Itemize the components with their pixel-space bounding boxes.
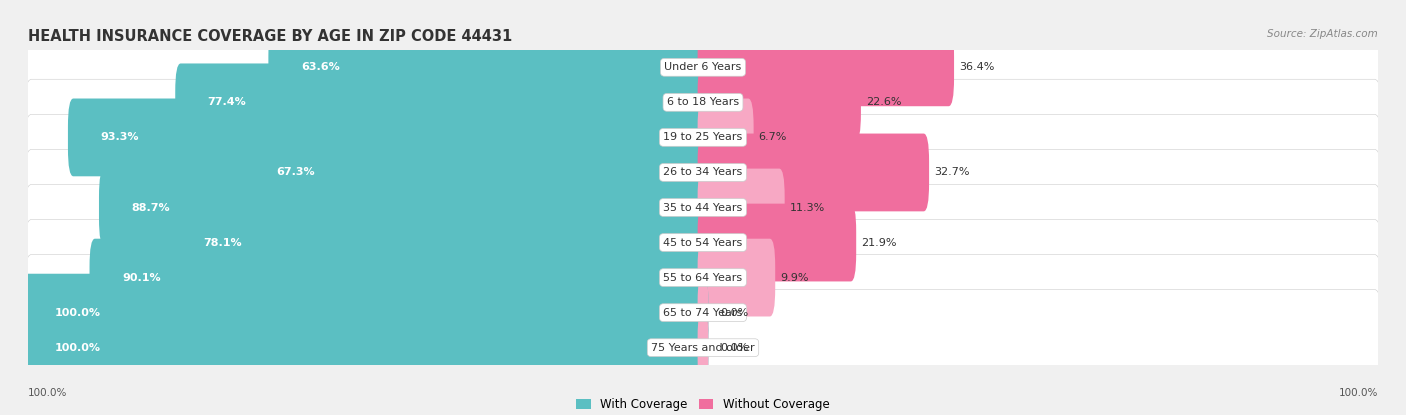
FancyBboxPatch shape	[24, 9, 1382, 125]
FancyBboxPatch shape	[24, 290, 1382, 406]
FancyBboxPatch shape	[697, 98, 754, 176]
FancyBboxPatch shape	[22, 309, 709, 387]
FancyBboxPatch shape	[67, 98, 709, 176]
FancyBboxPatch shape	[697, 204, 856, 281]
FancyBboxPatch shape	[24, 220, 1382, 336]
FancyBboxPatch shape	[697, 134, 929, 211]
Text: 6 to 18 Years: 6 to 18 Years	[666, 98, 740, 107]
Text: 67.3%: 67.3%	[276, 168, 315, 178]
FancyBboxPatch shape	[697, 63, 860, 141]
Legend: With Coverage, Without Coverage: With Coverage, Without Coverage	[572, 393, 834, 415]
Text: 100.0%: 100.0%	[55, 343, 101, 353]
Text: 78.1%: 78.1%	[202, 237, 242, 247]
FancyBboxPatch shape	[176, 63, 709, 141]
FancyBboxPatch shape	[269, 28, 709, 106]
Text: 35 to 44 Years: 35 to 44 Years	[664, 203, 742, 212]
Text: 75 Years and older: 75 Years and older	[651, 343, 755, 353]
FancyBboxPatch shape	[24, 114, 1382, 231]
FancyBboxPatch shape	[24, 44, 1382, 161]
FancyBboxPatch shape	[24, 254, 1382, 371]
Text: 32.7%: 32.7%	[934, 168, 969, 178]
Text: 11.3%: 11.3%	[789, 203, 825, 212]
Text: 77.4%: 77.4%	[208, 98, 246, 107]
Text: 100.0%: 100.0%	[55, 308, 101, 317]
FancyBboxPatch shape	[24, 79, 1382, 195]
Text: 22.6%: 22.6%	[866, 98, 901, 107]
Text: 93.3%: 93.3%	[100, 132, 139, 142]
FancyBboxPatch shape	[697, 274, 709, 352]
Text: 0.0%: 0.0%	[720, 343, 748, 353]
Text: 26 to 34 Years: 26 to 34 Years	[664, 168, 742, 178]
FancyBboxPatch shape	[24, 184, 1382, 301]
FancyBboxPatch shape	[697, 309, 709, 387]
FancyBboxPatch shape	[170, 204, 709, 281]
Text: 9.9%: 9.9%	[780, 273, 808, 283]
Text: 6.7%: 6.7%	[758, 132, 787, 142]
FancyBboxPatch shape	[697, 239, 775, 317]
Text: 88.7%: 88.7%	[131, 203, 170, 212]
Text: 90.1%: 90.1%	[122, 273, 160, 283]
Text: 100.0%: 100.0%	[28, 388, 67, 398]
Text: HEALTH INSURANCE COVERAGE BY AGE IN ZIP CODE 44431: HEALTH INSURANCE COVERAGE BY AGE IN ZIP …	[28, 29, 512, 44]
Text: 0.0%: 0.0%	[720, 308, 748, 317]
FancyBboxPatch shape	[697, 168, 785, 247]
Text: 65 to 74 Years: 65 to 74 Years	[664, 308, 742, 317]
Text: 63.6%: 63.6%	[301, 62, 339, 72]
Text: 36.4%: 36.4%	[959, 62, 994, 72]
Text: 45 to 54 Years: 45 to 54 Years	[664, 237, 742, 247]
Text: 100.0%: 100.0%	[1339, 388, 1378, 398]
FancyBboxPatch shape	[243, 134, 709, 211]
Text: Under 6 Years: Under 6 Years	[665, 62, 741, 72]
FancyBboxPatch shape	[90, 239, 709, 317]
Text: Source: ZipAtlas.com: Source: ZipAtlas.com	[1267, 29, 1378, 39]
FancyBboxPatch shape	[22, 274, 709, 352]
Text: 19 to 25 Years: 19 to 25 Years	[664, 132, 742, 142]
FancyBboxPatch shape	[24, 149, 1382, 266]
FancyBboxPatch shape	[98, 168, 709, 247]
FancyBboxPatch shape	[697, 28, 955, 106]
Text: 55 to 64 Years: 55 to 64 Years	[664, 273, 742, 283]
Text: 21.9%: 21.9%	[860, 237, 897, 247]
